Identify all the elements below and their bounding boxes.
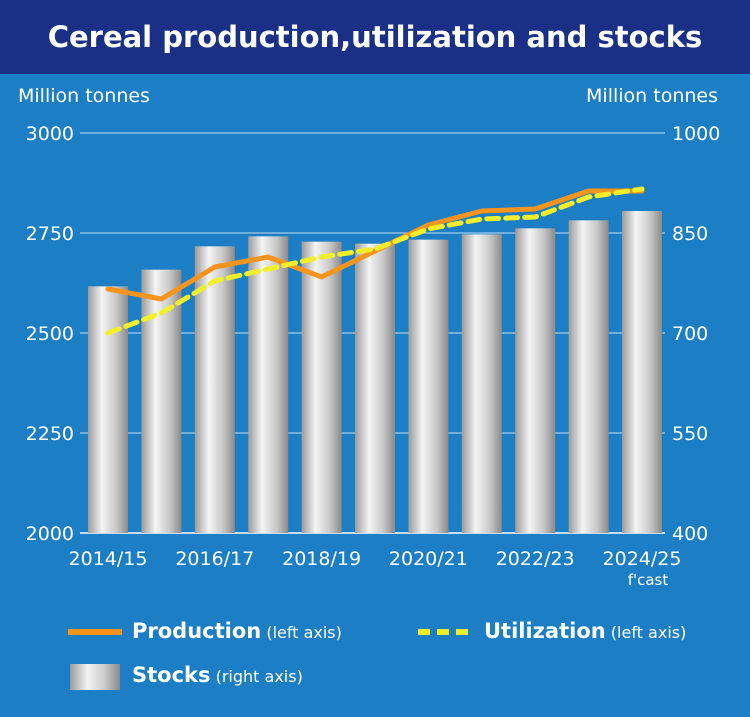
chart-title: Cereal production,utilization and stocks — [47, 20, 703, 54]
stocks-bar — [622, 211, 662, 533]
legend-utilization-name: Utilization — [484, 619, 606, 643]
left-tick-label: 2750 — [26, 223, 74, 245]
utilization-line — [105, 186, 645, 336]
x-tick-label: 2022/23 — [496, 548, 575, 570]
stocks-bar — [194, 246, 235, 534]
legend-utilization: Utilization (left axis) — [484, 619, 686, 643]
left-tick-label: 2250 — [26, 423, 74, 445]
stocks-bar — [461, 234, 502, 534]
right-tick-label: 700 — [672, 323, 708, 345]
stocks-bar — [408, 239, 449, 533]
left-axis-label: Million tonnes — [18, 85, 150, 107]
left-tick-label: 3000 — [26, 123, 74, 145]
x-tick-label: 2016/17 — [175, 548, 254, 570]
right-tick-label: 850 — [672, 223, 708, 245]
stocks-bar — [88, 286, 128, 533]
x-tick-label: 2014/15 — [69, 548, 148, 570]
stocks-bar — [515, 228, 556, 534]
legend-production-note: (left axis) — [266, 623, 342, 642]
stocks-bar — [568, 220, 609, 534]
title-bar: Cereal production,utilization and stocks — [0, 0, 750, 74]
stocks-bar — [355, 243, 395, 533]
right-tick-label: 400 — [672, 523, 708, 545]
production-line — [105, 188, 645, 302]
legend-stocks-note: (right axis) — [215, 667, 303, 686]
legend-production: Production (left axis) — [132, 619, 342, 643]
x-tick-label: 2024/25 — [603, 548, 682, 570]
left-tick-label: 2500 — [26, 323, 74, 345]
stocks-bar — [248, 236, 289, 534]
legend-production-name: Production — [132, 619, 262, 643]
left-tick-label: 2000 — [26, 523, 74, 545]
x-tick-label: 2020/21 — [389, 548, 468, 570]
right-tick-label: 1000 — [672, 123, 720, 145]
right-axis-label: Million tonnes — [586, 85, 718, 107]
legend-utilization-note: (left axis) — [610, 623, 687, 642]
stocks-bar — [141, 269, 182, 533]
forecast-note: f'cast — [628, 571, 669, 589]
legend-stocks-name: Stocks — [132, 663, 211, 687]
stocks-bar — [301, 241, 342, 533]
x-tick-label: 2018/19 — [282, 548, 361, 570]
right-tick-label: 550 — [672, 423, 708, 445]
legend-stocks: Stocks (right axis) — [132, 663, 303, 687]
